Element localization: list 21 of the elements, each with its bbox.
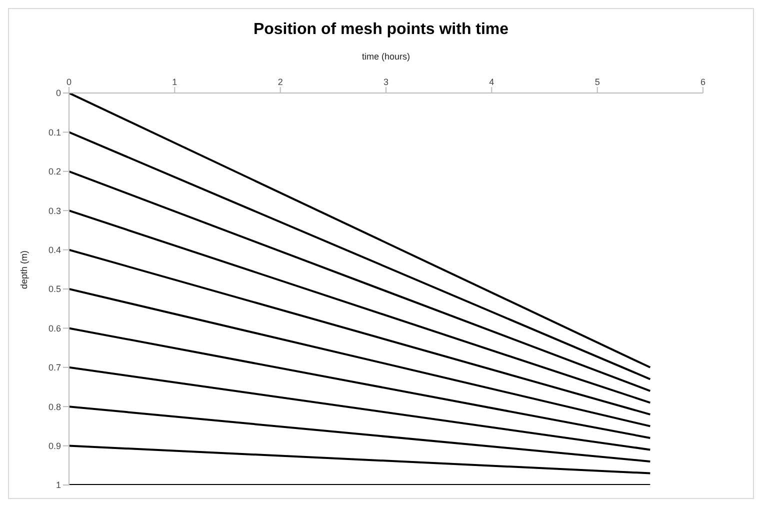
x-tick-label: 5 <box>594 77 600 87</box>
x-tick-label: 4 <box>489 77 494 87</box>
x-tick-label: 1 <box>172 77 178 87</box>
y-tick-label: 0.4 <box>48 244 61 255</box>
y-tick-label: 0.3 <box>48 206 61 216</box>
x-tick-label: 6 <box>700 77 706 87</box>
x-tick-label: 2 <box>278 77 283 87</box>
y-tick-label: 0 <box>56 88 61 98</box>
y-tick-label: 0.6 <box>48 323 61 334</box>
chart-title: Position of mesh points with time <box>252 21 510 40</box>
y-tick-label: 0.2 <box>48 166 61 177</box>
y-axis-title: depth (m) <box>19 250 30 289</box>
y-tick-label: 0.1 <box>48 127 61 138</box>
y-tick-label: 0.7 <box>48 362 61 373</box>
y-tick-label: 0.5 <box>48 284 61 294</box>
x-tick-label: 3 <box>383 77 389 87</box>
y-tick-label: 0.8 <box>48 402 61 412</box>
y-tick-label: 0.9 <box>48 440 61 451</box>
x-axis-title: time (hours) <box>362 51 410 62</box>
x-tick-label: 0 <box>66 77 72 87</box>
y-tick-label: 1 <box>56 480 61 490</box>
